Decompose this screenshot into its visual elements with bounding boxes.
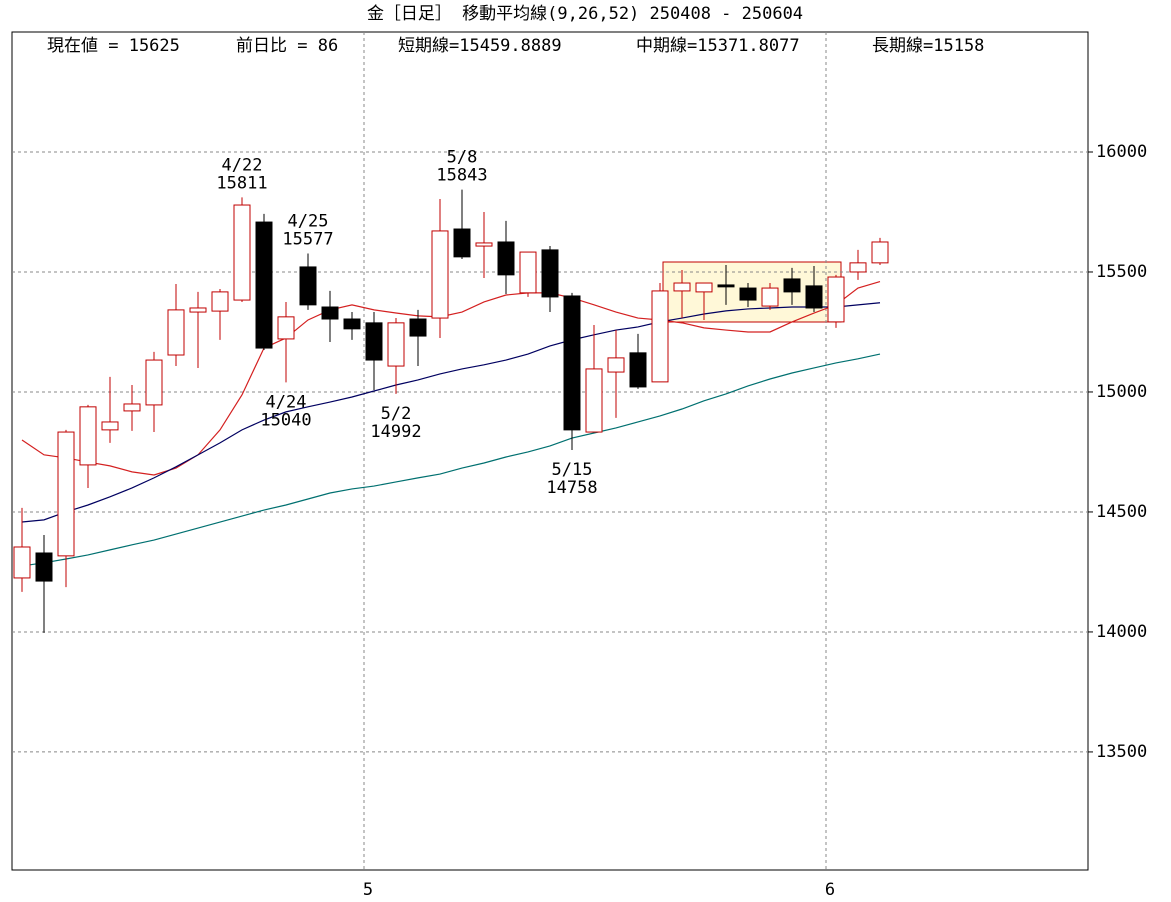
info-text: 中期線=15371.8077 bbox=[636, 36, 800, 56]
annotation-value: 14992 bbox=[370, 422, 421, 442]
candle-body bbox=[475, 242, 493, 247]
info-text: 前日比 = 86 bbox=[236, 36, 338, 56]
annotation-date: 4/22 bbox=[222, 155, 263, 175]
annotation-date: 5/2 bbox=[381, 404, 412, 424]
candle-body bbox=[57, 431, 75, 557]
info-text: 短期線=15459.8889 bbox=[398, 36, 562, 56]
candle-body bbox=[409, 318, 427, 337]
candle-body bbox=[79, 406, 97, 466]
candle-body bbox=[849, 262, 867, 273]
candle-body bbox=[563, 295, 581, 431]
annotation-value: 14758 bbox=[546, 478, 597, 498]
annotation-date: 5/8 bbox=[447, 148, 478, 168]
candle-body bbox=[255, 221, 273, 349]
candle-body bbox=[13, 546, 31, 579]
y-tick-label: 14000 bbox=[1096, 622, 1147, 642]
candle-body bbox=[739, 287, 757, 301]
candle-body bbox=[189, 307, 207, 313]
annotation-date: 4/25 bbox=[288, 211, 329, 231]
candle-body bbox=[387, 322, 405, 367]
candle-body bbox=[497, 241, 515, 276]
candle-body bbox=[277, 316, 295, 340]
candle-body bbox=[607, 357, 625, 373]
y-tick-label: 13500 bbox=[1096, 742, 1147, 762]
candle-body bbox=[211, 291, 229, 312]
candle-body bbox=[761, 287, 779, 307]
plot-frame bbox=[11, 31, 1089, 871]
candle-body bbox=[431, 230, 449, 319]
candle-body bbox=[101, 421, 119, 431]
candle-body bbox=[585, 368, 603, 433]
annotation-value: 15040 bbox=[260, 410, 311, 430]
candle-body bbox=[35, 552, 53, 582]
moving-average-line bbox=[21, 353, 881, 567]
candle-body bbox=[365, 322, 383, 361]
candle-body bbox=[541, 249, 559, 298]
info-text: 長期線=15158 bbox=[872, 36, 984, 56]
candle-body bbox=[299, 266, 317, 306]
x-tick-label: 5 bbox=[363, 880, 373, 900]
candle-body bbox=[695, 282, 713, 293]
y-tick-label: 15500 bbox=[1096, 262, 1147, 282]
candle-body bbox=[343, 318, 361, 330]
moving-average-line bbox=[21, 302, 881, 523]
candle-body bbox=[453, 228, 471, 258]
annotation-value: 15577 bbox=[282, 229, 333, 249]
candle-body bbox=[167, 309, 185, 356]
candle-body bbox=[629, 352, 647, 388]
chart-title: 金［日足］ 移動平均線(9,26,52) 250408 - 250604 bbox=[367, 4, 803, 24]
info-text: 現在値 = 15625 bbox=[47, 36, 180, 56]
y-tick-label: 16000 bbox=[1096, 142, 1147, 162]
moving-average-line bbox=[21, 281, 881, 476]
candle-body bbox=[145, 359, 163, 406]
candle-body bbox=[233, 204, 251, 301]
annotation-date: 5/15 bbox=[552, 460, 593, 480]
candle-body bbox=[871, 241, 889, 264]
candle-body bbox=[783, 278, 801, 293]
candle-body bbox=[321, 306, 339, 320]
candle-body bbox=[805, 285, 823, 309]
annotation-value: 15843 bbox=[436, 166, 487, 186]
y-tick-label: 15000 bbox=[1096, 382, 1147, 402]
y-tick-label: 14500 bbox=[1096, 502, 1147, 522]
candle-body bbox=[827, 276, 845, 323]
annotation-value: 15811 bbox=[216, 173, 267, 193]
candle-body bbox=[651, 290, 669, 383]
candle-body bbox=[717, 284, 735, 288]
annotation-date: 4/24 bbox=[266, 392, 307, 412]
x-tick-label: 6 bbox=[825, 880, 835, 900]
candle-body bbox=[519, 251, 537, 294]
candle-body bbox=[123, 403, 141, 412]
candle-body bbox=[673, 282, 691, 292]
